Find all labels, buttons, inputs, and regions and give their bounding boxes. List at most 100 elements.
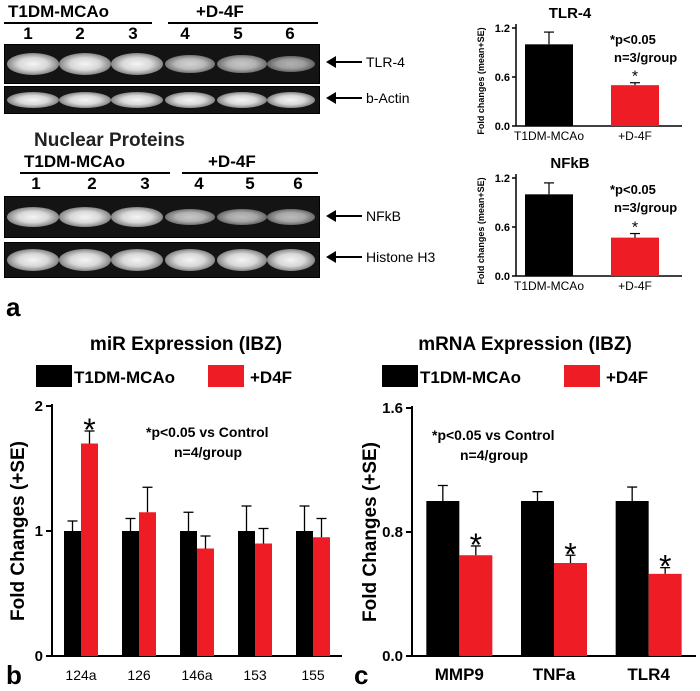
annotation-text: n=3/group	[614, 200, 677, 215]
annotation-text: *p<0.05	[610, 32, 656, 47]
legend-label-treated: +D4F	[606, 368, 648, 387]
blot1-lane: 3	[128, 24, 138, 43]
blot1-lane: 1	[23, 24, 33, 43]
blot2-lane: 5	[245, 174, 255, 193]
y-tick-label: 0.0	[495, 271, 510, 283]
blot1-group-treated-line	[168, 22, 318, 24]
blot2-lane: 1	[31, 174, 41, 193]
annotation-text: *p<0.05 vs Control	[432, 427, 555, 443]
blot1-lane: 6	[285, 24, 295, 43]
blot1-lane: 2	[75, 24, 85, 43]
nfkb-band-label: NFkB	[326, 208, 401, 224]
annotation-text: *p<0.05 vs Control	[146, 424, 269, 440]
bar	[197, 548, 214, 656]
bar	[426, 501, 460, 656]
y-tick-label: 0.6	[495, 222, 510, 234]
chart-title: miR Expression (IBZ)	[90, 334, 282, 355]
legend-swatch-control	[36, 365, 72, 387]
significance-star: *	[632, 69, 638, 86]
y-axis-label: Fold Changes (+SE)	[360, 442, 381, 622]
y-tick-label: 0	[35, 648, 43, 665]
chart-title: NFkB	[550, 155, 589, 172]
nuclear-proteins-title: Nuclear Proteins	[34, 130, 185, 151]
nfkb-bar-chart: NFkB Fold changes (mean+SE) 0.0 0.6 1.2 T1DM-…	[476, 155, 682, 293]
bar	[525, 44, 573, 127]
bar	[615, 501, 649, 656]
annotation-text: n=4/group	[174, 444, 242, 460]
blot2-group-treated: +D-4F	[208, 152, 256, 171]
legend-swatch-treated	[564, 365, 600, 387]
blot1-lane: 4	[180, 24, 190, 43]
bar	[525, 194, 573, 276]
y-tick-label: 1	[35, 523, 43, 540]
y-axis-label: Fold changes (mean+SE)	[476, 27, 486, 134]
panel-letter-a: a	[6, 292, 21, 322]
y-tick-label: 1.2	[495, 173, 510, 185]
tlr4-band-label: TLR-4	[326, 54, 405, 70]
mir-bar-chart: miR Expression (IBZ) T1DM-MCAo +D4F Fold Ch…	[8, 334, 342, 683]
bar	[255, 543, 272, 656]
legend-label-treated: +D4F	[250, 368, 292, 387]
bar	[648, 573, 682, 656]
x-tick-label: +D-4F	[618, 279, 652, 293]
bar	[611, 85, 659, 126]
legend-label-control: T1DM-MCAo	[420, 368, 521, 387]
x-tick-label: 146a	[181, 667, 212, 683]
x-tick-label: MMP9	[435, 665, 484, 684]
actin-blot-strip	[4, 86, 320, 114]
x-tick-label: TNFa	[533, 665, 576, 684]
blot1-group-control-line	[4, 22, 152, 24]
blot2-group-control: T1DM-MCAo	[24, 152, 126, 171]
bar	[139, 512, 156, 656]
x-tick-label: 126	[127, 667, 151, 683]
y-tick-label: 0.0	[495, 121, 510, 133]
y-tick-label: 2	[35, 398, 43, 415]
blot2-group-control-line	[20, 172, 170, 174]
y-tick-label: 0.6	[495, 72, 510, 84]
legend-swatch-treated	[208, 365, 244, 387]
annotation-text: *p<0.05	[610, 182, 656, 197]
histone-band-label: Histone H3	[326, 249, 435, 265]
x-tick-label: T1DM-MCAo	[514, 129, 584, 143]
bar	[521, 501, 554, 656]
blot1-lane: 5	[233, 24, 243, 43]
panel-letter-c: c	[354, 660, 369, 690]
bar	[180, 531, 197, 656]
blot2-lane: 3	[140, 174, 150, 193]
bar	[64, 531, 81, 656]
panel-letter-b: b	[6, 660, 22, 690]
significance-star: *	[659, 549, 671, 585]
y-axis-label: Fold Changes (+SE)	[8, 441, 29, 621]
chart-title: mRNA Expression (IBZ)	[418, 334, 632, 355]
bar	[313, 537, 330, 656]
y-axis-label: Fold changes (mean+SE)	[476, 177, 486, 284]
x-tick-label: T1DM-MCAo	[514, 279, 584, 293]
significance-star: *	[564, 536, 576, 572]
x-tick-label: 153	[243, 667, 267, 683]
significance-star: *	[632, 220, 638, 237]
annotation-text: n=4/group	[460, 447, 528, 463]
actin-band-label: b-Actin	[326, 90, 410, 106]
chart-title: TLR-4	[549, 5, 592, 22]
bar	[459, 555, 493, 656]
legend-swatch-control	[382, 365, 418, 387]
blot1-group-treated: +D-4F	[196, 2, 244, 21]
y-tick-label: 1.2	[495, 23, 510, 35]
bar	[611, 237, 659, 276]
blot2-lane: 4	[194, 174, 204, 193]
significance-star: *	[83, 412, 95, 448]
bar	[122, 531, 139, 656]
nfkb-blot-strip	[4, 196, 320, 238]
bar	[296, 531, 313, 656]
annotation-text: n=3/group	[614, 50, 677, 65]
y-tick-label: 1.6	[382, 400, 403, 417]
blot2-lane: 2	[87, 174, 97, 193]
tlr4-blot-strip	[4, 44, 320, 84]
significance-star: *	[470, 527, 482, 563]
histone-blot-strip	[4, 242, 320, 278]
x-tick-label: 124a	[65, 667, 96, 683]
blot2-group-treated-line	[182, 172, 318, 174]
x-tick-label: +D-4F	[618, 129, 652, 143]
y-tick-label: 0.8	[382, 524, 403, 541]
legend-label-control: T1DM-MCAo	[74, 368, 175, 387]
